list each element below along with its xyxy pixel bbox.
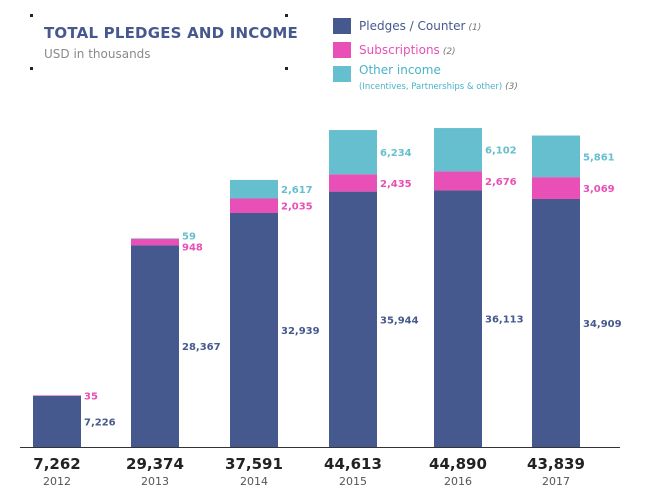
chart-title: TOTAL PLEDGES AND INCOME [44,24,298,42]
total-label-2013: 29,374 [126,455,184,473]
value-label-pledges-2015: 35,944 [380,315,419,326]
bar-subscriptions-2012 [33,395,81,396]
value-label-subscriptions-2016: 2,676 [485,177,517,188]
value-label-other-2014: 2,617 [281,185,313,196]
legend-label-subscriptions-text: Subscriptions [359,43,440,57]
legend-swatch-pledges [333,18,351,34]
bar-subscriptions-2017 [532,177,580,199]
legend-sub-other-text: (Incentives, Partnerships & other) [359,82,503,92]
title-box-corner-top-right [285,14,288,17]
legend: Pledges / Counter (1) Subscriptions (2) Ot… [333,14,633,94]
bar-subscriptions-2016 [434,171,482,191]
bar-pledges-2012 [33,395,81,447]
value-label-pledges-2016: 36,113 [485,315,524,326]
x-tick-label-2017: 2017 [542,475,570,488]
bar-subscriptions-2014 [230,198,278,213]
bar-pledges-2016 [434,190,482,448]
title-box-corner-top-left [30,14,33,17]
value-label-other-2015: 6,234 [380,148,412,159]
legend-note-pledges: (1) [468,23,482,33]
legend-note-other: (3) [505,82,518,92]
bar-subscriptions-2015 [329,174,377,192]
legend-note-subscriptions: (2) [442,47,456,57]
x-tick-label-2012: 2012 [43,475,71,488]
total-label-2014: 37,591 [225,455,283,473]
legend-sub-other: (Incentives, Partnerships & other) (3) [359,82,518,92]
total-label-2017: 43,839 [527,455,585,473]
total-label-2016: 44,890 [429,455,487,473]
value-label-subscriptions-2017: 3,069 [583,184,615,195]
bar-pledges-2015 [329,191,377,447]
value-label-other-2013: 59 [182,231,196,242]
bar-pledges-2014 [230,212,278,447]
bar-pledges-2013 [131,245,179,447]
bar-other-2016 [434,128,482,172]
value-label-subscriptions-2015: 2,435 [380,179,412,190]
legend-swatch-subscriptions [333,42,351,58]
value-label-other-2017: 5,861 [583,152,615,163]
bar-other-2015 [329,130,377,175]
legend-label-subscriptions: Subscriptions (2) [359,43,456,57]
legend-swatch-other [333,66,351,82]
bar-other-2017 [532,135,580,178]
value-label-pledges-2013: 28,367 [182,342,221,353]
legend-label-pledges-text: Pledges / Counter [359,19,466,33]
legend-label-pledges: Pledges / Counter (1) [359,19,481,33]
title-box-corner-bottom-right [285,67,288,70]
bar-other-2013 [131,238,179,239]
title-box: TOTAL PLEDGES AND INCOME USD in thousand… [30,14,298,70]
value-label-subscriptions-2013: 948 [182,242,203,253]
total-label-2015: 44,613 [324,455,382,473]
chart-subtitle: USD in thousands [44,47,151,61]
value-label-pledges-2014: 32,939 [281,326,320,337]
value-label-subscriptions-2012: 35 [84,391,98,402]
x-tick-label-2015: 2015 [339,475,367,488]
x-tick-label-2013: 2013 [141,475,169,488]
value-label-subscriptions-2014: 2,035 [281,202,313,213]
total-label-2012: 7,262 [33,455,80,473]
bar-pledges-2017 [532,198,580,447]
x-tick-label-2016: 2016 [444,475,472,488]
value-label-other-2016: 6,102 [485,146,517,157]
title-box-corner-bottom-left [30,67,33,70]
value-label-pledges-2017: 34,909 [583,319,622,330]
legend-label-other: Other income [359,63,441,77]
value-label-pledges-2012: 7,226 [84,417,116,428]
x-tick-label-2014: 2014 [240,475,268,488]
bar-other-2014 [230,179,278,199]
bar-subscriptions-2013 [131,238,179,246]
